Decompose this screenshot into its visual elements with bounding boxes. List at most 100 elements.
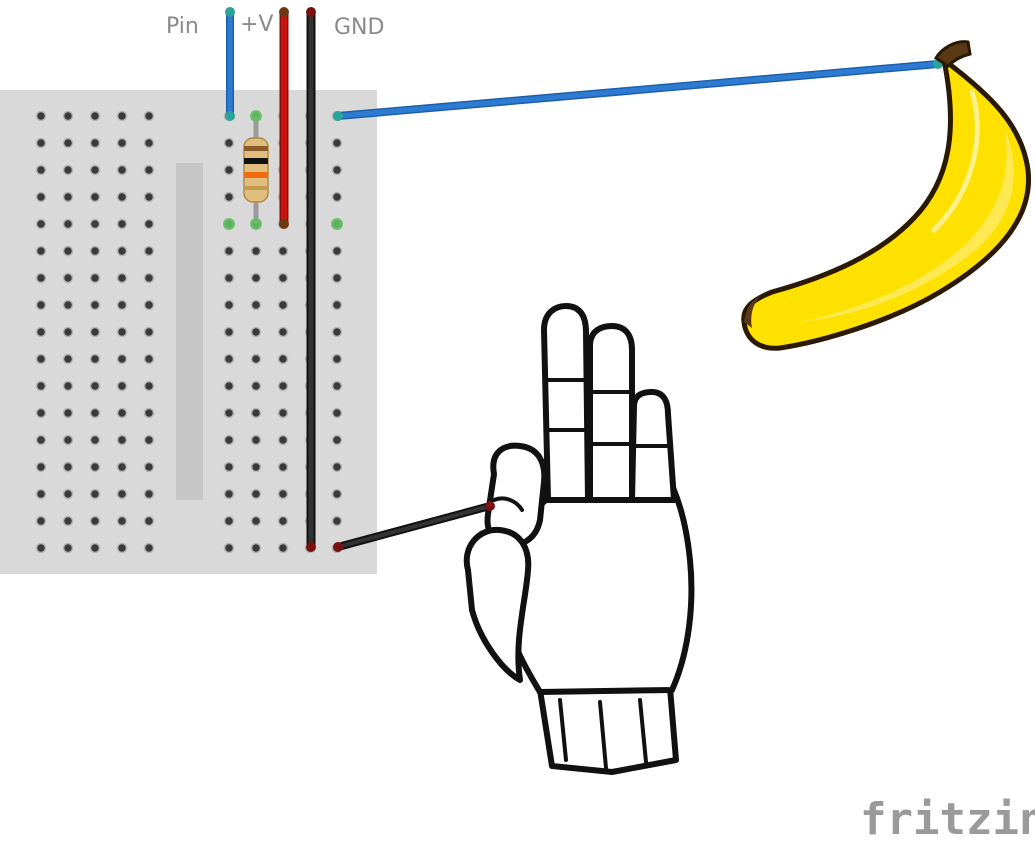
breadboard-hole <box>223 299 235 311</box>
breadboard-hole <box>89 353 101 365</box>
breadboard-hole <box>143 488 155 500</box>
hand <box>463 303 695 775</box>
breadboard-hole <box>62 488 74 500</box>
breadboard-hole <box>62 542 74 554</box>
breadboard-hole <box>331 380 343 392</box>
resistor-band-2 <box>244 158 268 164</box>
resistor-band-4 <box>244 186 268 190</box>
breadboard-hole <box>143 434 155 446</box>
breadboard-hole <box>223 245 235 257</box>
breadboard-hole <box>116 191 128 203</box>
breadboard-hole <box>277 245 289 257</box>
breadboard-hole <box>143 110 155 122</box>
breadboard-hole <box>331 434 343 446</box>
fritzing-logo: fritzing <box>860 794 1035 845</box>
breadboard-hole <box>331 245 343 257</box>
hand-index-finger <box>541 303 591 503</box>
breadboard-hole <box>116 164 128 176</box>
breadboard-hole <box>116 137 128 149</box>
breadboard-hole <box>143 407 155 419</box>
breadboard-hole <box>89 326 101 338</box>
breadboard-hole <box>331 137 343 149</box>
breadboard-hole <box>35 353 47 365</box>
breadboard-hole <box>277 542 289 554</box>
breadboard-hole <box>35 515 47 527</box>
breadboard-hole <box>331 164 343 176</box>
breadboard-hole <box>35 380 47 392</box>
breadboard-hole <box>89 461 101 473</box>
breadboard-hole <box>277 434 289 446</box>
breadboard-hole <box>143 299 155 311</box>
breadboard-hole <box>116 407 128 419</box>
breadboard-hole <box>89 434 101 446</box>
breadboard-hole <box>89 407 101 419</box>
breadboard-hole <box>35 164 47 176</box>
breadboard-hole <box>143 218 155 230</box>
breadboard-hole <box>277 272 289 284</box>
breadboard-hole <box>250 434 262 446</box>
breadboard-hole <box>250 488 262 500</box>
resistor-band-1 <box>244 146 268 151</box>
breadboard-hole <box>250 515 262 527</box>
connected-holes <box>223 110 343 230</box>
breadboard-hole <box>62 110 74 122</box>
breadboard-hole <box>223 137 235 149</box>
breadboard-hole <box>62 353 74 365</box>
breadboard-hole <box>250 353 262 365</box>
breadboard-hole <box>143 164 155 176</box>
breadboard-hole <box>116 299 128 311</box>
breadboard-hole <box>143 542 155 554</box>
breadboard-hole <box>62 272 74 284</box>
resistor-band-3 <box>244 172 268 178</box>
breadboard-hole <box>143 326 155 338</box>
breadboard-hole <box>35 272 47 284</box>
breadboard-hole <box>143 461 155 473</box>
breadboard-hole <box>250 272 262 284</box>
breadboard-hole <box>223 353 235 365</box>
breadboard-hole <box>89 110 101 122</box>
breadboard-hole <box>331 407 343 419</box>
breadboard-hole <box>116 380 128 392</box>
breadboard-hole <box>331 515 343 527</box>
breadboard-hole <box>89 515 101 527</box>
breadboard-hole <box>277 461 289 473</box>
breadboard-hole <box>250 299 262 311</box>
breadboard-hole <box>35 191 47 203</box>
breadboard-hole <box>62 515 74 527</box>
breadboard-hole <box>116 515 128 527</box>
breadboard-hole <box>89 488 101 500</box>
breadboard-hole <box>89 380 101 392</box>
breadboard-hole <box>331 191 343 203</box>
breadboard-hole <box>89 164 101 176</box>
breadboard-hole <box>35 326 47 338</box>
breadboard-hole <box>277 515 289 527</box>
breadboard-hole <box>62 137 74 149</box>
wire-gnd <box>306 7 316 552</box>
breadboard-hole <box>250 326 262 338</box>
breadboard-hole <box>277 353 289 365</box>
breadboard-hole <box>223 326 235 338</box>
breadboard-hole <box>62 380 74 392</box>
breadboard-hole <box>35 488 47 500</box>
breadboard-hole <box>62 164 74 176</box>
breadboard-hole <box>62 218 74 230</box>
breadboard-hole <box>62 434 74 446</box>
hand-middle-finger <box>587 323 635 503</box>
breadboard-hole <box>223 407 235 419</box>
breadboard-hole <box>62 461 74 473</box>
pin-label: Pin <box>166 14 199 39</box>
breadboard-hole <box>35 218 47 230</box>
breadboard-hole <box>223 542 235 554</box>
breadboard-hole <box>250 380 262 392</box>
breadboard-hole <box>143 353 155 365</box>
breadboard-hole <box>116 353 128 365</box>
breadboard-hole <box>89 191 101 203</box>
breadboard-hole <box>223 515 235 527</box>
breadboard-hole <box>116 542 128 554</box>
breadboard-hole <box>331 488 343 500</box>
breadboard-hole <box>143 380 155 392</box>
wire-to-hand <box>333 501 495 552</box>
breadboard-hole <box>116 110 128 122</box>
